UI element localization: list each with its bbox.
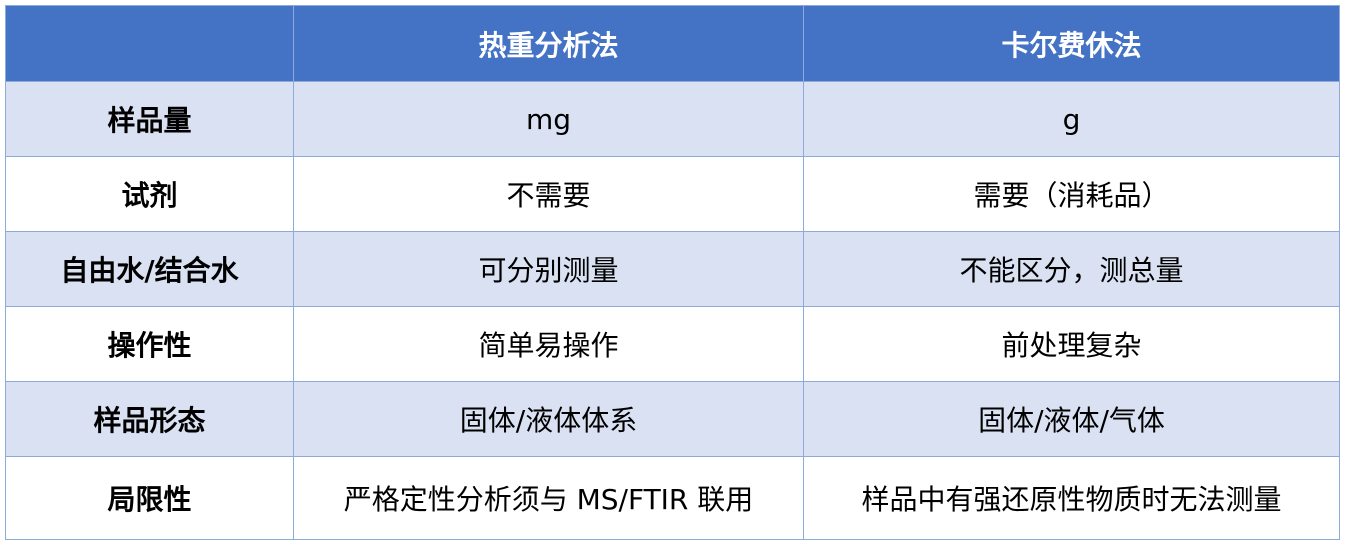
table-row: 操作性 简单易操作 前处理复杂: [5, 306, 1340, 382]
cell: mg: [293, 81, 804, 157]
cell: 不需要: [293, 156, 804, 232]
column-header: 热重分析法: [293, 5, 804, 82]
row-label: 局限性: [5, 456, 294, 540]
table-row: 试剂 不需要 需要（消耗品）: [5, 156, 1340, 232]
table-row: 自由水/结合水 可分别测量 不能区分，测总量: [5, 231, 1340, 307]
corner-cell: [5, 5, 294, 82]
cell: 可分别测量: [293, 231, 804, 307]
comparison-table: 热重分析法 卡尔费休法 样品量 mg g 试剂 不需要 需要（消耗品） 自由水/结合水 可分别测…: [5, 5, 1340, 540]
cell: 样品中有强还原性物质时无法测量: [803, 456, 1340, 540]
cell: 前处理复杂: [803, 306, 1340, 382]
row-label: 样品量: [5, 81, 294, 157]
row-label: 自由水/结合水: [5, 231, 294, 307]
header-row: 热重分析法 卡尔费休法: [5, 5, 1340, 82]
cell: 简单易操作: [293, 306, 804, 382]
table-row: 样品形态 固体/液体体系 固体/液体/气体: [5, 381, 1340, 457]
cell: g: [803, 81, 1340, 157]
table-row: 局限性 严格定性分析须与 MS/FTIR 联用 样品中有强还原性物质时无法测量: [5, 456, 1340, 540]
table-body: 样品量 mg g 试剂 不需要 需要（消耗品） 自由水/结合水 可分别测量 不能区分，测总量 操作…: [5, 81, 1340, 540]
cell: 需要（消耗品）: [803, 156, 1340, 232]
cell: 不能区分，测总量: [803, 231, 1340, 307]
cell: 固体/液体/气体: [803, 381, 1340, 457]
row-label: 样品形态: [5, 381, 294, 457]
row-label: 试剂: [5, 156, 294, 232]
column-header: 卡尔费休法: [803, 5, 1340, 82]
table-row: 样品量 mg g: [5, 81, 1340, 157]
row-label: 操作性: [5, 306, 294, 382]
cell: 严格定性分析须与 MS/FTIR 联用: [293, 456, 804, 540]
cell: 固体/液体体系: [293, 381, 804, 457]
